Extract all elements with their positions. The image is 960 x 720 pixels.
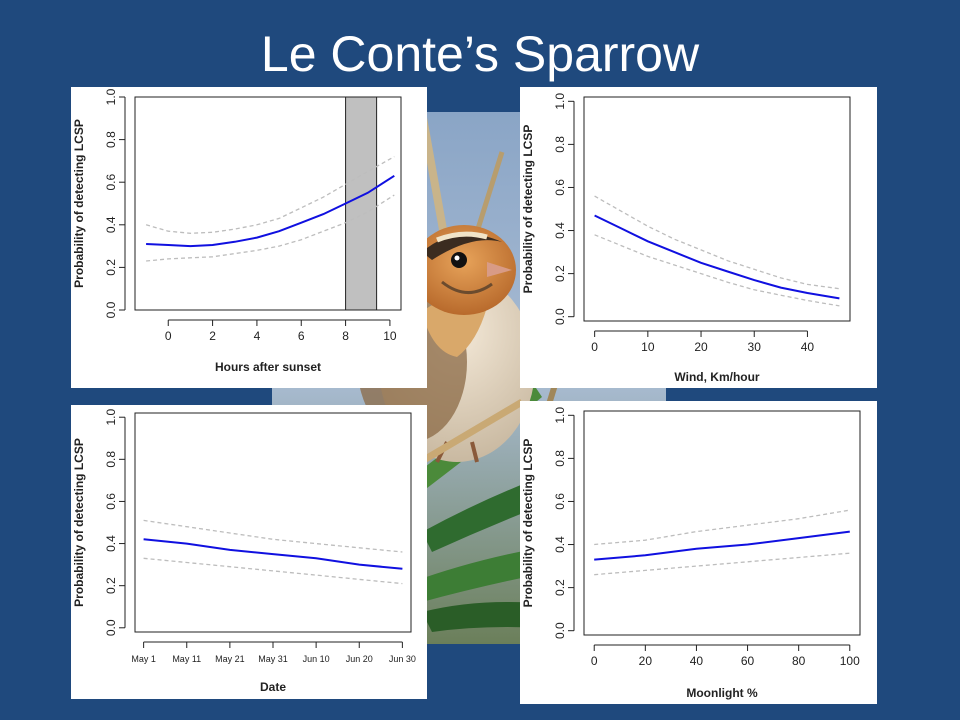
ci-lower-line (594, 234, 840, 307)
y-tick-label: 0.4 (553, 222, 567, 239)
chart-date: May 1 May 11 May 21 May 31 Jun 10 Jun 20 Jun 3… (72, 409, 416, 694)
probability-line (594, 530, 850, 561)
ci-lower-line (143, 557, 403, 585)
x-tick-label: 0 (591, 340, 598, 354)
x-tick-label: 80 (792, 654, 806, 668)
y-tick-label: 0.2 (553, 265, 567, 282)
chart-hours: 0 2 4 6 8 10 0.0 0.2 0.4 0.6 0.8 1.0 Hours after sun… (72, 88, 402, 374)
x-tick-label: 0 (591, 654, 598, 668)
plot-frame (134, 96, 402, 311)
x-tick-label: 10 (383, 329, 397, 343)
ci-upper-line (594, 509, 850, 546)
x-tick-label: Jun 30 (389, 654, 416, 664)
y-tick-label: 0.8 (553, 450, 567, 467)
y-axis-title: Probability of detecting LCSP (521, 125, 535, 294)
chart-wind: 0 10 20 30 40 0.0 0.2 0.4 0.6 0.8 1.0 Wind, Km/hour… (521, 93, 851, 384)
x-tick-label: 8 (342, 329, 349, 343)
chart-panel-date: May 1 May 11 May 21 May 31 Jun 10 Jun 20 Jun 3… (71, 405, 427, 699)
x-tick-label: 60 (741, 654, 755, 668)
plot-frame (134, 412, 412, 633)
x-tick-label: 40 (690, 654, 704, 668)
x-tick-label: 6 (298, 329, 305, 343)
chart-panel-moon: 0 20 40 60 80 100 0.0 0.2 0.4 0.6 0.8 1.0 Moonlight … (520, 401, 877, 704)
y-tick-label: 0.0 (553, 622, 567, 639)
y-tick-label: 1.0 (553, 93, 567, 110)
ci-lower-line (594, 552, 850, 576)
y-tick-label: 0.0 (104, 301, 118, 318)
x-tick-label: May 31 (258, 654, 288, 664)
probability-line (146, 174, 395, 248)
y-tick-label: 0.4 (104, 216, 118, 233)
y-tick-label: 0.6 (104, 493, 118, 510)
y-axis-title: Probability of detecting LCSP (521, 439, 535, 608)
x-tick-label: 10 (641, 340, 655, 354)
chart-panel-hours: 0 2 4 6 8 10 0.0 0.2 0.4 0.6 0.8 1.0 Hours after sun… (71, 87, 427, 388)
x-tick-label: May 1 (131, 654, 156, 664)
y-tick-label: 1.0 (104, 409, 118, 426)
y-tick-label: 0.2 (104, 259, 118, 276)
x-tick-label: 4 (254, 329, 261, 343)
x-axis-title: Wind, Km/hour (674, 370, 760, 384)
x-axis-title: Date (260, 680, 286, 694)
plot-frame (583, 410, 861, 636)
ci-upper-line (143, 519, 403, 553)
x-tick-label: 40 (801, 340, 815, 354)
y-tick-label: 0.6 (553, 179, 567, 196)
x-tick-label: Jun 20 (346, 654, 373, 664)
x-axis-title: Moonlight % (686, 686, 758, 700)
x-tick-label: 20 (639, 654, 653, 668)
y-tick-label: 1.0 (104, 88, 118, 105)
y-tick-label: 0.4 (104, 535, 118, 552)
y-tick-label: 0.8 (553, 136, 567, 153)
y-tick-label: 1.0 (553, 407, 567, 424)
y-tick-label: 0.4 (553, 536, 567, 553)
y-tick-label: 0.6 (553, 493, 567, 510)
x-tick-label: May 11 (172, 654, 201, 664)
plot-frame (583, 96, 851, 322)
y-tick-label: 0.8 (104, 451, 118, 468)
y-tick-label: 0.2 (553, 579, 567, 596)
slide-title: Le Conte’s Sparrow (260, 26, 700, 82)
x-tick-label: 0 (165, 329, 172, 343)
y-tick-label: 0.2 (104, 577, 118, 594)
x-tick-label: 20 (694, 340, 708, 354)
chart-panel-wind: 0 10 20 30 40 0.0 0.2 0.4 0.6 0.8 1.0 Wind, Km/hour… (520, 87, 877, 388)
y-tick-label: 0.0 (553, 308, 567, 325)
x-tick-label: 2 (209, 329, 216, 343)
x-tick-label: 30 (748, 340, 762, 354)
ci-upper-line (594, 195, 840, 290)
x-tick-label: Jun 10 (303, 654, 330, 664)
chart-moon: 0 20 40 60 80 100 0.0 0.2 0.4 0.6 0.8 1.0 Moonlight … (521, 407, 861, 700)
y-tick-label: 0.0 (104, 619, 118, 636)
x-axis-title: Hours after sunset (215, 360, 321, 374)
x-tick-label: 100 (840, 654, 860, 668)
ci-lower-line (146, 194, 395, 262)
y-axis-title: Probability of detecting LCSP (72, 438, 86, 607)
y-tick-label: 0.6 (104, 174, 118, 191)
probability-line (143, 538, 403, 570)
probability-line (594, 214, 840, 300)
y-tick-label: 0.8 (104, 131, 118, 148)
highlight-band (345, 96, 378, 311)
y-axis-title: Probability of detecting LCSP (72, 119, 86, 288)
x-tick-label: May 21 (215, 654, 245, 664)
